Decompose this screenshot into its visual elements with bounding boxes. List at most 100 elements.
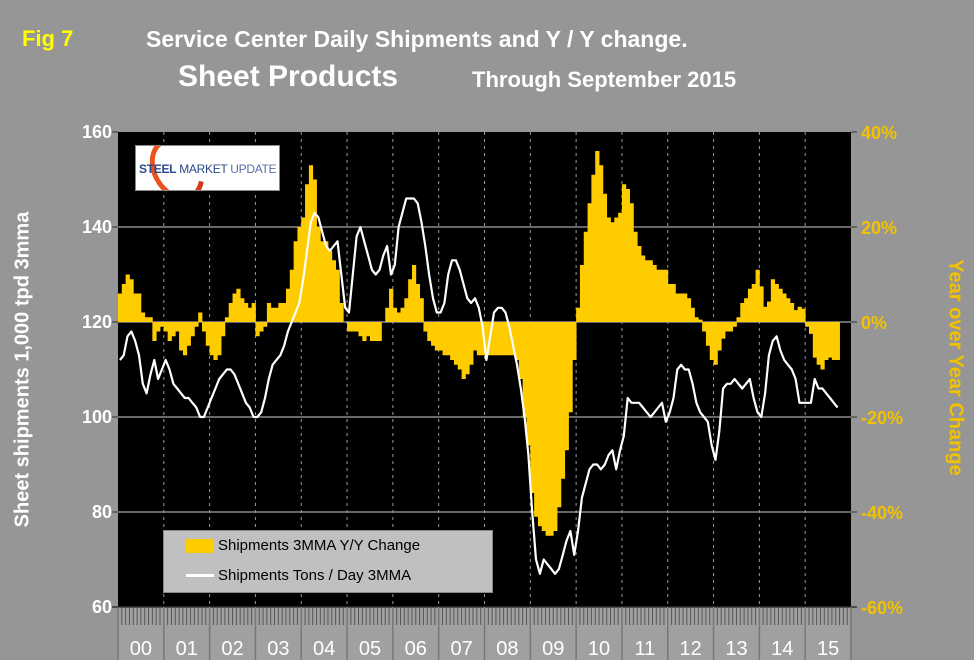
bar <box>224 317 230 322</box>
x-tick-label: 07 <box>450 638 472 660</box>
legend-swatch-line <box>186 574 214 577</box>
y2-tick-label: 40% <box>861 123 897 143</box>
bar <box>518 322 524 379</box>
bar <box>599 165 604 322</box>
bar <box>576 307 581 322</box>
x-tick-label: 02 <box>221 638 243 660</box>
bar <box>465 322 470 375</box>
bar <box>312 179 317 322</box>
bar <box>419 298 424 322</box>
bar <box>671 284 676 322</box>
bar <box>537 322 543 527</box>
bar <box>759 286 764 322</box>
bar <box>545 322 550 536</box>
bar <box>259 322 264 332</box>
bar <box>507 322 512 356</box>
bar <box>186 322 191 346</box>
bar <box>255 322 260 337</box>
bar <box>770 279 776 322</box>
bar <box>801 308 806 322</box>
chart-subtitle-product: Sheet Products <box>178 60 399 93</box>
bar <box>579 265 585 322</box>
x-axis: 00 01 02 03 04 05 06 07 08 09 10 11 12 13 14 15 <box>112 606 857 660</box>
y-axis-title: Sheet shipments 1,000 tpd 3mma <box>11 211 34 528</box>
bar <box>347 322 352 332</box>
bar <box>660 269 665 322</box>
bar <box>415 284 420 322</box>
bar <box>637 246 642 322</box>
bar <box>560 322 566 479</box>
bar <box>251 303 256 322</box>
bar <box>480 322 485 356</box>
bar <box>118 293 123 322</box>
bar <box>270 307 275 322</box>
bar <box>644 260 650 322</box>
bar <box>816 322 821 365</box>
bar <box>534 322 539 517</box>
legend-label: Shipments 3MMA Y/Y Change <box>218 537 421 554</box>
bar <box>675 293 680 322</box>
x-tick-label: 13 <box>725 638 747 660</box>
bar <box>423 322 428 332</box>
bar <box>171 322 176 337</box>
logo-text: MARKET <box>176 162 228 176</box>
bar <box>327 250 333 322</box>
bar <box>182 322 188 356</box>
bar <box>140 312 146 322</box>
bar <box>744 298 749 322</box>
bar <box>175 322 180 332</box>
bar <box>240 298 245 322</box>
legend-swatch-bar <box>186 538 214 553</box>
bar <box>686 298 692 322</box>
bar <box>217 322 222 356</box>
legend-item-line: Shipments Tons / Day 3MMA <box>186 567 411 584</box>
bar <box>656 269 661 322</box>
x-tick-label: 15 <box>817 638 839 660</box>
bar <box>205 322 211 346</box>
y-tick-label: 100 <box>82 407 112 427</box>
bar <box>530 322 535 493</box>
bar <box>137 293 142 322</box>
bar <box>129 279 134 322</box>
bar <box>583 231 588 322</box>
bar <box>156 322 161 332</box>
bar <box>690 307 695 322</box>
bar <box>354 322 359 332</box>
x-tick-label: 11 <box>634 638 655 660</box>
bar <box>679 293 684 322</box>
figure-label: Fig 7 <box>22 26 74 51</box>
bar <box>274 307 279 322</box>
bar <box>469 322 474 365</box>
y-tick-label: 120 <box>82 312 112 332</box>
bar <box>786 298 791 322</box>
bar <box>236 288 241 322</box>
logo-text: STEEL <box>139 162 177 176</box>
x-tick-label: 08 <box>496 638 518 660</box>
bar <box>434 322 440 351</box>
bar <box>736 317 741 322</box>
bar <box>755 269 760 322</box>
bar <box>728 322 734 332</box>
bar <box>427 322 432 341</box>
bar <box>121 284 127 322</box>
x-tick-label: 00 <box>130 638 152 660</box>
bar <box>453 322 459 365</box>
bar <box>572 322 577 360</box>
bar <box>492 322 497 356</box>
bar <box>190 322 195 337</box>
bar <box>625 189 630 322</box>
bar <box>793 310 798 322</box>
bar <box>709 322 714 360</box>
y-tick-label: 140 <box>82 217 112 237</box>
y-tick-label: 60 <box>92 597 112 617</box>
x-tick-label: 03 <box>267 638 289 660</box>
x-tick-label: 01 <box>176 638 198 660</box>
bar <box>179 322 184 351</box>
bar <box>503 322 508 356</box>
bar <box>369 322 375 341</box>
bar <box>641 255 646 322</box>
x-tick-label: 10 <box>588 638 610 660</box>
bar <box>125 274 130 322</box>
bar <box>450 322 455 360</box>
bar <box>461 322 466 379</box>
